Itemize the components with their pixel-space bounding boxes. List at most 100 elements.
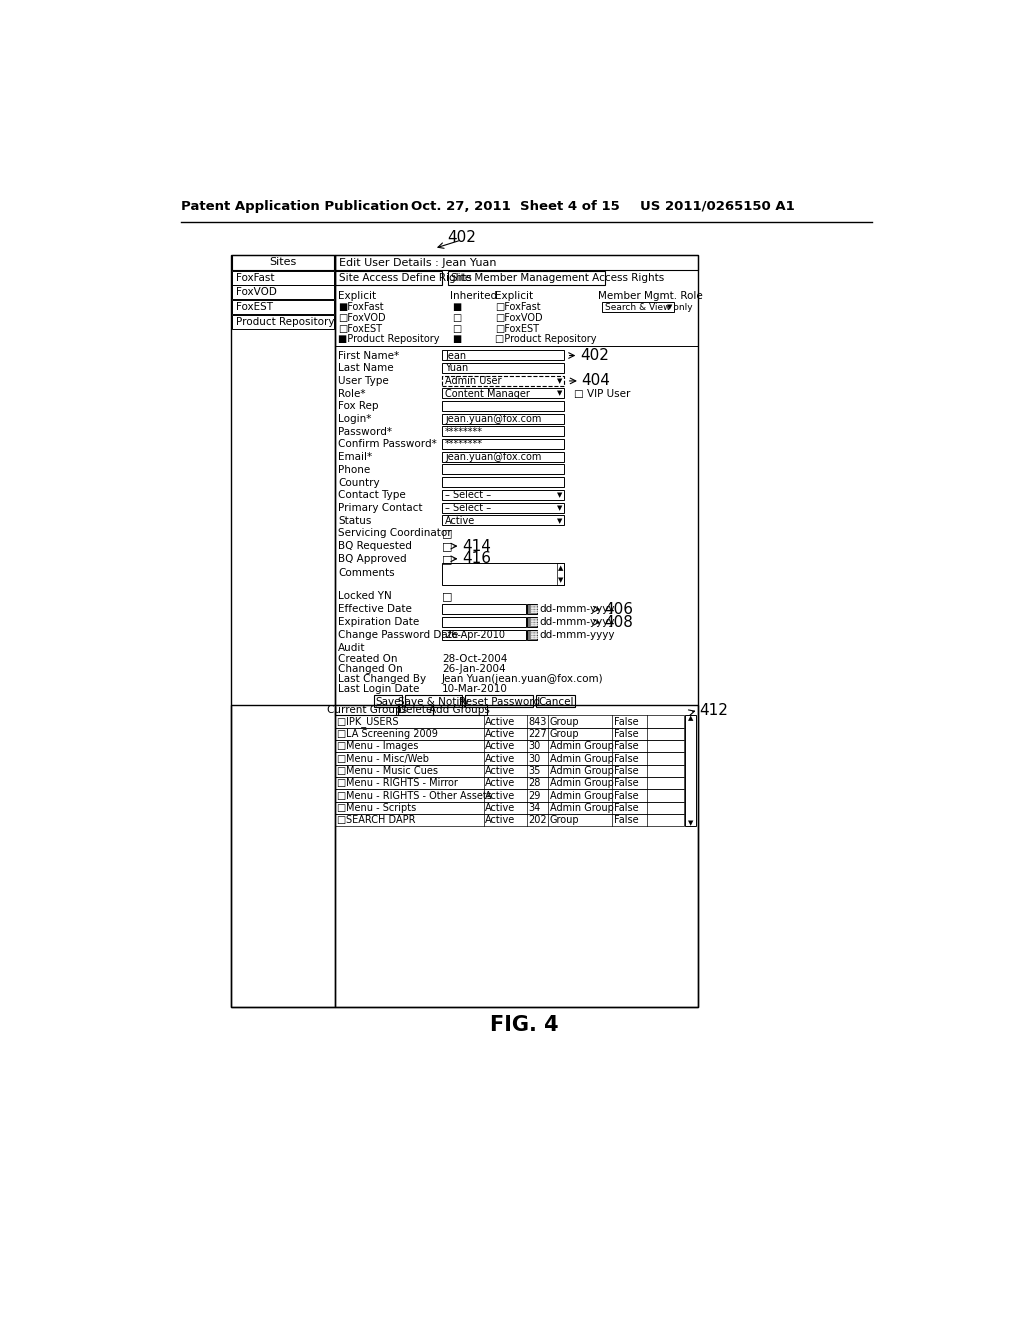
Text: Patent Application Publication: Patent Application Publication: [180, 199, 409, 213]
Bar: [335, 705, 398, 715]
Text: ▦: ▦: [528, 605, 538, 614]
Bar: [442, 388, 564, 399]
Text: BQ Approved: BQ Approved: [338, 554, 407, 564]
Text: Admin Group: Admin Group: [550, 779, 613, 788]
Bar: [442, 603, 525, 614]
Text: Active: Active: [485, 766, 515, 776]
Text: False: False: [614, 816, 639, 825]
Text: □FoxFast: □FoxFast: [496, 302, 541, 312]
Text: 34: 34: [528, 803, 541, 813]
Text: Created On: Created On: [338, 653, 397, 664]
Text: US 2011/0265150 A1: US 2011/0265150 A1: [640, 199, 795, 213]
Text: 28: 28: [528, 779, 541, 788]
Text: Servicing Coordinator: Servicing Coordinator: [338, 528, 452, 539]
Text: False: False: [614, 729, 639, 739]
Text: Active: Active: [485, 791, 515, 800]
Text: Menu - Scripts: Menu - Scripts: [346, 803, 416, 813]
Text: Locked YN: Locked YN: [338, 591, 392, 601]
Text: Group: Group: [550, 816, 580, 825]
Bar: [432, 705, 486, 715]
Text: □: □: [337, 791, 346, 800]
Text: □ VIP User: □ VIP User: [573, 388, 630, 399]
Bar: [442, 426, 564, 437]
Bar: [231, 314, 334, 329]
Text: 202: 202: [528, 816, 547, 825]
Text: False: False: [614, 766, 639, 776]
Text: □: □: [442, 528, 453, 539]
Text: False: False: [614, 742, 639, 751]
Text: False: False: [614, 717, 639, 726]
Text: □: □: [442, 591, 453, 601]
Text: 10-Mar-2010: 10-Mar-2010: [442, 684, 508, 693]
Bar: [442, 490, 564, 500]
Text: ▼: ▼: [667, 304, 672, 310]
Text: Audit: Audit: [338, 643, 366, 652]
Text: Save: Save: [375, 697, 400, 706]
Text: – Select –: – Select –: [445, 490, 492, 500]
Bar: [442, 478, 564, 487]
Text: Group: Group: [550, 717, 580, 726]
Text: □FoxVOD: □FoxVOD: [338, 313, 386, 323]
Text: Comments: Comments: [338, 568, 394, 578]
Bar: [406, 696, 462, 708]
Text: False: False: [614, 754, 639, 763]
Text: Edit User Details : Jean Yuan: Edit User Details : Jean Yuan: [339, 259, 497, 268]
Text: Jean: Jean: [445, 351, 466, 360]
Text: 30: 30: [528, 754, 541, 763]
Text: Inherited: Inherited: [450, 292, 497, 301]
Text: ■: ■: [452, 302, 461, 312]
Text: □: □: [337, 729, 346, 739]
Bar: [442, 465, 564, 474]
Bar: [231, 705, 697, 1007]
Text: Product Repository: Product Repository: [236, 317, 334, 326]
Text: Oct. 27, 2011  Sheet 4 of 15: Oct. 27, 2011 Sheet 4 of 15: [411, 199, 620, 213]
Text: □: □: [337, 816, 346, 825]
Bar: [442, 630, 525, 640]
Text: Member Mgmt. Role: Member Mgmt. Role: [598, 292, 703, 301]
Bar: [231, 285, 334, 300]
Text: False: False: [614, 779, 639, 788]
Bar: [335, 777, 684, 789]
Text: Site Access Define Rights: Site Access Define Rights: [339, 273, 472, 282]
Text: Active: Active: [485, 816, 515, 825]
Text: 29: 29: [528, 791, 541, 800]
Text: Last Login Date: Last Login Date: [338, 684, 420, 693]
Bar: [335, 255, 697, 1007]
Bar: [602, 302, 674, 312]
Text: False: False: [614, 791, 639, 800]
Text: FoxEST: FoxEST: [236, 302, 272, 312]
Text: □: □: [452, 323, 461, 334]
Text: Active: Active: [485, 803, 515, 813]
Text: ▲: ▲: [688, 715, 693, 722]
Text: 412: 412: [699, 702, 728, 718]
Text: Contact Type: Contact Type: [338, 490, 406, 500]
Text: Reset Password: Reset Password: [459, 697, 540, 706]
Text: □Product Repository: □Product Repository: [496, 334, 597, 345]
Text: Status: Status: [338, 516, 372, 525]
Text: 227: 227: [528, 729, 548, 739]
Text: dd-mmm-yyyy: dd-mmm-yyyy: [540, 605, 615, 614]
Text: 402: 402: [580, 348, 608, 363]
Text: Explicit: Explicit: [338, 292, 376, 301]
Text: □: □: [337, 803, 346, 813]
Bar: [335, 271, 442, 285]
Text: jean.yuan@fox.com: jean.yuan@fox.com: [445, 453, 542, 462]
Bar: [231, 256, 334, 271]
Text: Change Password Date: Change Password Date: [338, 631, 459, 640]
Bar: [449, 271, 604, 285]
Bar: [527, 616, 538, 627]
Text: Content Manager: Content Manager: [445, 388, 529, 399]
Text: Admin Group: Admin Group: [550, 791, 613, 800]
Text: ■Product Repository: ■Product Repository: [338, 334, 439, 345]
Text: 404: 404: [582, 374, 610, 388]
Text: dd-mmm-yyyy: dd-mmm-yyyy: [540, 618, 615, 627]
Bar: [442, 376, 564, 385]
Text: Country: Country: [338, 478, 380, 487]
Text: □: □: [337, 779, 346, 788]
Text: □: □: [452, 313, 461, 323]
Text: Delete: Delete: [398, 705, 433, 715]
Bar: [335, 256, 697, 271]
Bar: [335, 715, 684, 727]
Text: ▼: ▼: [557, 517, 562, 524]
Bar: [374, 696, 402, 708]
